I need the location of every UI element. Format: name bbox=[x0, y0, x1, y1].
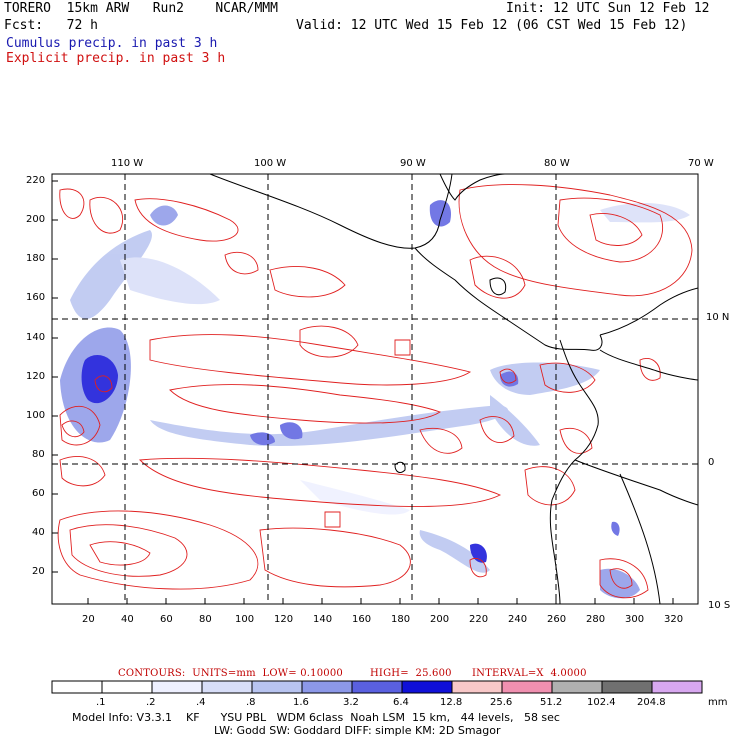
colorbar-swatch bbox=[201, 680, 253, 694]
colorbar-label: 51.2 bbox=[540, 697, 563, 708]
model-info: Model Info: V3.3.1 KF YSU PBL WDM 6class… bbox=[72, 711, 560, 724]
bottom-tick-240: 240 bbox=[508, 614, 528, 625]
bottom-tick-100: 100 bbox=[235, 614, 255, 625]
bottom-tick-260: 260 bbox=[547, 614, 567, 625]
bottom-tick-160: 160 bbox=[352, 614, 372, 625]
colorbar-label: .8 bbox=[246, 697, 256, 708]
colorbar-swatch bbox=[51, 680, 103, 694]
colorbar-label: .1 bbox=[96, 697, 106, 708]
left-tick-220: 220 bbox=[26, 175, 46, 186]
bottom-tick-280: 280 bbox=[586, 614, 606, 625]
colorbar-swatch bbox=[601, 680, 653, 694]
lat-lon-grid bbox=[52, 174, 698, 604]
left-tick-200: 200 bbox=[26, 214, 46, 225]
colorbar-swatch bbox=[401, 680, 453, 694]
bottom-tick-120: 120 bbox=[274, 614, 294, 625]
map-frame bbox=[51, 173, 699, 605]
colorbar-label: 12.8 bbox=[440, 697, 463, 708]
lat-label-10n: 10 N bbox=[706, 312, 730, 323]
left-tick-60: 60 bbox=[32, 488, 45, 499]
lon-label-70w: 70 W bbox=[688, 158, 714, 169]
colorbar-swatch bbox=[101, 680, 153, 694]
bottom-tick-300: 300 bbox=[625, 614, 645, 625]
left-tick-100: 100 bbox=[26, 410, 46, 421]
left-tick-160: 160 bbox=[26, 292, 46, 303]
bottom-tick-320: 320 bbox=[664, 614, 684, 625]
init-time: Init: 12 UTC Sun 12 Feb 12 bbox=[506, 1, 710, 16]
colorbar-swatch bbox=[651, 680, 703, 694]
left-tick-40: 40 bbox=[32, 527, 45, 538]
colorbar-label: 25.6 bbox=[490, 697, 513, 708]
bottom-tick-marks bbox=[87, 598, 674, 604]
left-tick-140: 140 bbox=[26, 332, 46, 343]
bottom-tick-140: 140 bbox=[313, 614, 333, 625]
colorbar-swatch bbox=[151, 680, 203, 694]
colorbar-swatch bbox=[551, 680, 603, 694]
bottom-tick-180: 180 bbox=[391, 614, 411, 625]
left-tick-20: 20 bbox=[32, 566, 45, 577]
bottom-tick-40: 40 bbox=[121, 614, 134, 625]
colorbar-swatch bbox=[351, 680, 403, 694]
lon-label-110w: 110 W bbox=[111, 158, 144, 169]
colorbar-label: 102.4 bbox=[587, 697, 616, 708]
bottom-tick-20: 20 bbox=[82, 614, 95, 625]
model-title: TORERO 15km ARW Run2 NCAR/MMM bbox=[4, 1, 278, 16]
bottom-tick-80: 80 bbox=[199, 614, 212, 625]
colorbar-label: .2 bbox=[146, 697, 156, 708]
explicit-precip-contours bbox=[57, 184, 693, 599]
coastlines bbox=[209, 174, 698, 604]
explicit-legend: Explicit precip. in past 3 h bbox=[6, 51, 226, 66]
left-tick-marks bbox=[52, 180, 58, 573]
colorbar-swatch bbox=[451, 680, 503, 694]
colorbar-swatch bbox=[501, 680, 553, 694]
cumulus-legend: Cumulus precip. in past 3 h bbox=[6, 36, 218, 51]
colorbar bbox=[51, 680, 703, 694]
left-tick-120: 120 bbox=[26, 371, 46, 382]
lon-label-80w: 80 W bbox=[544, 158, 570, 169]
left-tick-80: 80 bbox=[32, 449, 45, 460]
physics-info: LW: Godd SW: Goddard DIFF: simple KM: 2D… bbox=[214, 724, 501, 737]
lon-label-90w: 90 W bbox=[400, 158, 426, 169]
bottom-tick-200: 200 bbox=[430, 614, 450, 625]
colorbar-unit: mm bbox=[708, 697, 728, 708]
lat-label-10s: 10 S bbox=[708, 600, 731, 611]
colorbar-label: 3.2 bbox=[343, 697, 359, 708]
colorbar-swatch bbox=[251, 680, 303, 694]
colorbar-label: 6.4 bbox=[393, 697, 409, 708]
forecast-hour: Fcst: 72 h bbox=[4, 18, 98, 33]
bottom-tick-60: 60 bbox=[160, 614, 173, 625]
colorbar-swatch bbox=[301, 680, 353, 694]
colorbar-label: .4 bbox=[196, 697, 206, 708]
contours-info: CONTOURS: UNITS=mm LOW= 0.10000 HIGH= 25… bbox=[118, 668, 587, 679]
colorbar-label: 204.8 bbox=[637, 697, 666, 708]
colorbar-label: 1.6 bbox=[293, 697, 309, 708]
bottom-tick-220: 220 bbox=[469, 614, 489, 625]
left-tick-180: 180 bbox=[26, 253, 46, 264]
lon-label-100w: 100 W bbox=[254, 158, 287, 169]
lat-label-0: 0 bbox=[708, 457, 715, 468]
valid-time: Valid: 12 UTC Wed 15 Feb 12 (06 CST Wed … bbox=[296, 18, 688, 33]
